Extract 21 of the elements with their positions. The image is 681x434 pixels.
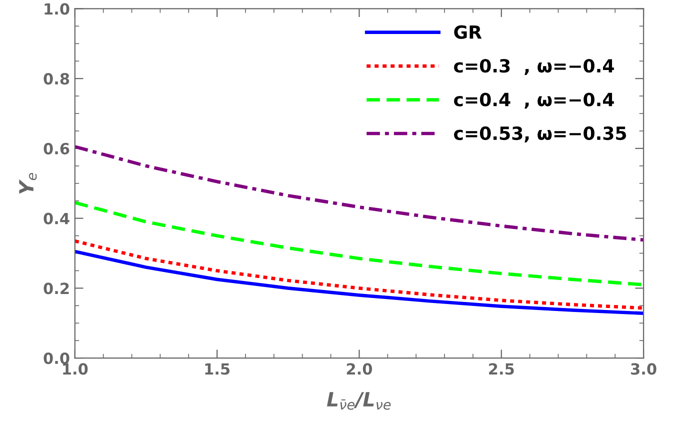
- line-series: [74, 250, 644, 315]
- line-series: [74, 200, 644, 286]
- legend-label: c=0.4 , ω=−0.4: [454, 92, 614, 109]
- x-tick-label: 1.0: [63, 363, 88, 375]
- y-tick-label: 0.0: [44, 352, 70, 364]
- x-tick-label: 1.5: [205, 363, 230, 375]
- legend-label: c=0.3 , ω=−0.4: [454, 58, 614, 75]
- y-tick-label: 0.2: [44, 282, 69, 294]
- legend-label: c=0.53, ω=−0.35: [454, 126, 626, 142]
- x-axis-title: L$_{ν̄e}$/L$_{νe}$: [326, 392, 391, 410]
- line-series: [74, 239, 644, 310]
- line-series: [74, 145, 644, 242]
- y-tick-label: 1.0: [44, 3, 70, 15]
- legend-label: GR: [454, 25, 482, 39]
- y-tick-label: 0.6: [44, 142, 70, 154]
- y-tick-label: 0.4: [44, 212, 70, 224]
- x-tick-label: 2.5: [489, 363, 514, 375]
- y-tick-label: 0.8: [44, 73, 70, 85]
- y-axis-title: Y$_{e}$: [19, 172, 37, 194]
- x-tick-label: 2.0: [346, 363, 372, 375]
- x-tick-label: 3.0: [631, 363, 656, 375]
